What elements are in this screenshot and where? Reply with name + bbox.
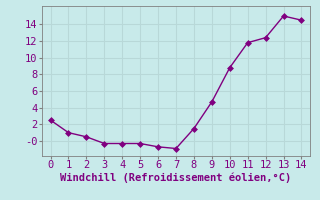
X-axis label: Windchill (Refroidissement éolien,°C): Windchill (Refroidissement éolien,°C): [60, 173, 292, 183]
